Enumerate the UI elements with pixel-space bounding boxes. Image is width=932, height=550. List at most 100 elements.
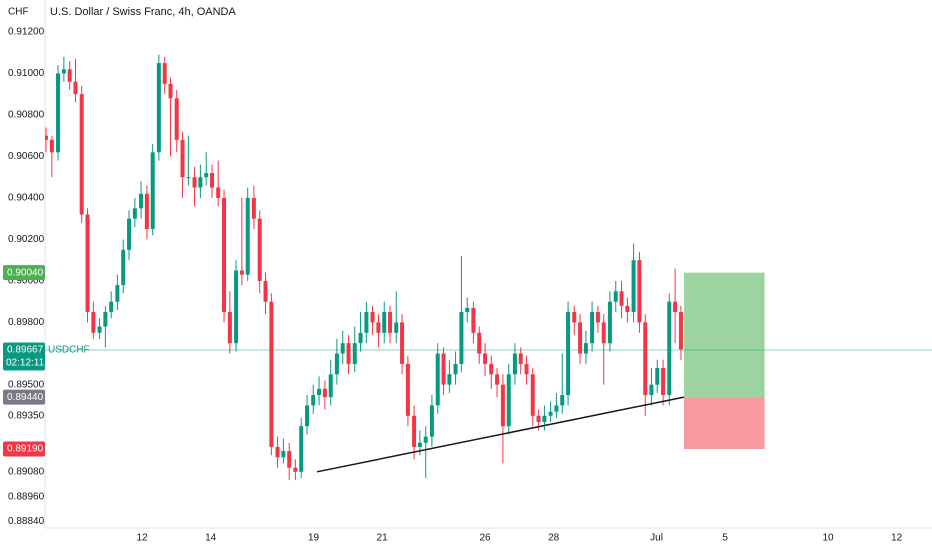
candle-body [382, 312, 387, 333]
candle-body [334, 353, 339, 375]
candle-body [566, 312, 571, 396]
currency-label: CHF [8, 7, 29, 18]
plot-area [45, 54, 932, 481]
candle-body [346, 343, 351, 364]
candle-body [150, 152, 155, 230]
y-tick-label: 0.90600 [8, 151, 45, 162]
candle-body [370, 312, 375, 323]
y-tick-label: 0.89350 [8, 410, 45, 421]
y-tick-label: 0.91200 [8, 27, 45, 38]
candle-body [45, 135, 49, 140]
symbol-label: USDCHF [48, 345, 90, 356]
y-tick-label: 0.90000 [8, 276, 45, 287]
candle-body [364, 312, 369, 333]
candle-body [168, 83, 173, 99]
overlay: 0.91200 0.91000 0.90800 0.90600 0.90400 0.902… [3, 27, 903, 544]
chart-title: U.S. Dollar / Swiss Franc, 4h, OANDA [50, 6, 236, 18]
candle-body [400, 322, 405, 364]
candle-body [441, 353, 446, 385]
candle-body [109, 301, 114, 313]
y-tick-label: 0.89500 [8, 379, 45, 390]
candle-body [483, 353, 488, 364]
candle-body [631, 260, 636, 313]
y-tick-label: 0.89800 [8, 317, 45, 328]
candle-body [459, 312, 464, 364]
candle-body [673, 301, 678, 313]
candle-body [91, 312, 96, 333]
candle-body [601, 322, 606, 344]
candle-body [530, 374, 535, 416]
price-label: 0.90040 [7, 267, 44, 278]
candle-body [198, 177, 203, 188]
candle-body [281, 451, 286, 458]
x-tick-label: 28 [548, 533, 560, 544]
candle-body [595, 312, 600, 323]
x-tick-label: 19 [308, 533, 320, 544]
candle-body [73, 81, 78, 95]
candle-body [518, 353, 523, 364]
price-label: 0.89190 [7, 444, 44, 455]
candle-body [655, 368, 660, 385]
candle-body [328, 374, 333, 398]
candle-body [554, 405, 559, 412]
candle-body [132, 208, 137, 219]
y-tick-label: 0.90200 [8, 234, 45, 245]
candle-body [85, 214, 90, 313]
candle-body [590, 312, 595, 344]
candle-body [192, 177, 197, 188]
candle-body [227, 312, 232, 344]
candle-body [542, 415, 547, 423]
candle-body [67, 69, 72, 82]
x-tick-label: 10 [823, 533, 835, 544]
candle-body [204, 173, 209, 178]
candle-body [471, 307, 476, 333]
y-tick-label: 0.89080 [8, 466, 45, 477]
candle-body [103, 312, 108, 327]
candle-body [578, 322, 583, 354]
candle-body [423, 436, 428, 443]
candle-body [317, 388, 322, 396]
candle-body [352, 343, 357, 364]
candle-body [417, 442, 422, 447]
candle-body [287, 451, 292, 468]
candle-body [637, 260, 642, 323]
price-label-box [3, 441, 45, 457]
candle-body [293, 467, 298, 472]
candle-body [174, 98, 179, 140]
candle-body [495, 374, 500, 385]
x-tick-label: 5 [722, 533, 728, 544]
candle-body [643, 322, 648, 396]
y-tick-label: 0.88960 [8, 491, 45, 502]
candle-body [275, 446, 280, 458]
candle-body [447, 374, 452, 385]
x-tick-label: Jul [650, 533, 663, 544]
candle-body [649, 384, 654, 396]
trend-line [316, 396, 685, 473]
candle-body [239, 270, 244, 275]
candle-body [358, 332, 363, 344]
candle-body [97, 326, 102, 333]
candle-body [548, 411, 553, 416]
candle-body [405, 363, 410, 416]
price-label-box [3, 342, 45, 371]
candle-body [234, 270, 239, 344]
candle-body [322, 388, 327, 398]
candle-body [61, 69, 66, 74]
candle-body [477, 332, 482, 354]
candle-body [536, 415, 541, 423]
candle-body [257, 218, 262, 281]
candle-body [572, 312, 577, 323]
candle-body [661, 368, 666, 396]
position-target-zone [684, 272, 765, 398]
x-tick-label: 12 [891, 533, 903, 544]
price-label-box [3, 265, 45, 281]
candle-body [245, 197, 250, 275]
candle-body [139, 193, 144, 209]
candle-body [216, 187, 221, 198]
candle-body [156, 63, 161, 153]
candle-body [412, 415, 417, 447]
candle-body [489, 363, 494, 375]
candle-body [524, 363, 529, 375]
candle-body [305, 405, 310, 427]
